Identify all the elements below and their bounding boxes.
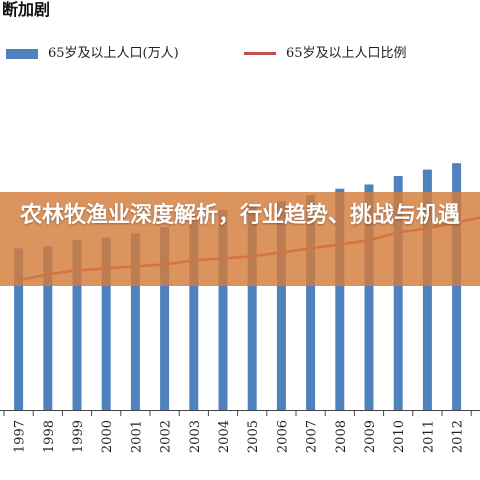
x-tick-label: 2009	[363, 420, 378, 453]
x-tick-label: 2010	[392, 420, 407, 453]
legend-label: 65岁及以上人口(万人)	[48, 46, 179, 61]
legend-item-bar-series: 65岁及以上人口(万人)	[6, 42, 179, 61]
legend-label: 65岁及以上人口比例	[286, 46, 407, 61]
legend-line-swatch	[244, 52, 276, 55]
bar	[189, 214, 199, 410]
x-tick-label: 1998	[42, 420, 57, 453]
bar	[306, 195, 316, 410]
bar	[364, 184, 374, 410]
headline-text: 农林牧渔业深度解析，行业趋势、挑战与机遇	[20, 203, 461, 228]
bar	[130, 233, 140, 410]
x-tick-label: 2002	[159, 420, 174, 453]
x-tick-label: 2005	[246, 420, 261, 453]
bar	[335, 188, 345, 410]
bar	[422, 169, 432, 410]
x-tick-label: 2001	[129, 420, 144, 453]
bar	[218, 210, 228, 410]
bar	[14, 248, 24, 410]
chart-title: 断加剧	[2, 0, 51, 19]
x-tick-label: 2000	[100, 420, 115, 453]
bar	[452, 163, 462, 410]
bar	[72, 239, 82, 410]
x-tick-label: 2012	[451, 420, 466, 453]
x-tick-label: 2006	[275, 420, 290, 453]
legend-bar-swatch	[6, 48, 38, 59]
x-tick-label: 2004	[217, 420, 232, 453]
legend-item-line-series: 65岁及以上人口比例	[244, 42, 407, 61]
x-tick-label: 1999	[71, 420, 86, 453]
x-tick-label: 2011	[421, 420, 436, 453]
headline-banner: 农林牧渔业深度解析，行业趋势、挑战与机遇	[0, 192, 480, 286]
x-tick-label: 2008	[334, 420, 349, 453]
bar	[101, 237, 111, 410]
x-tick-label: 1997	[13, 420, 28, 453]
x-tick-label: 2003	[188, 420, 203, 453]
bar	[160, 227, 170, 410]
bar	[393, 175, 403, 410]
x-tick-label: 2007	[305, 420, 320, 453]
bar	[247, 205, 257, 410]
bar	[43, 246, 53, 410]
bar	[276, 201, 286, 410]
